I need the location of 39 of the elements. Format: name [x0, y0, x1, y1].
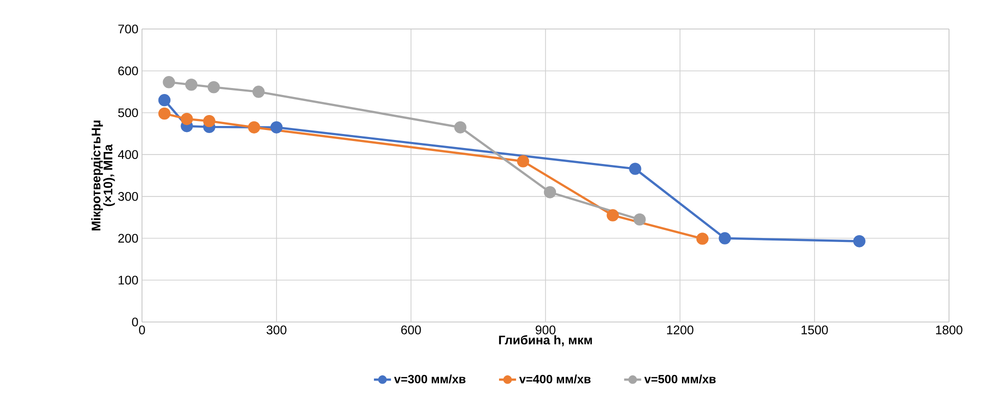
y-tick-label: 300 [118, 192, 138, 201]
point [606, 209, 619, 222]
y-tick-label: 200 [118, 234, 138, 243]
x-tick-label: 1500 [802, 326, 828, 334]
point [208, 81, 220, 94]
y-axis-title: МікротвердістьНμ (×10), МПа [91, 120, 115, 230]
point [853, 235, 866, 248]
y-tick-label: 100 [118, 276, 138, 285]
point [629, 162, 642, 175]
point [252, 86, 265, 98]
x-tick-label: 1200 [667, 326, 694, 334]
x-tick-label: 1800 [936, 326, 962, 334]
point [270, 121, 283, 134]
y-tick-label: 0 [132, 318, 138, 326]
legend-label: v=400 мм/хв [519, 374, 591, 384]
point [158, 94, 171, 106]
point [185, 78, 198, 91]
point [718, 232, 731, 244]
y-tick-label: 700 [118, 24, 138, 34]
point [180, 112, 193, 126]
x-tick-label: 300 [266, 326, 286, 334]
point [203, 114, 216, 128]
point [634, 213, 646, 226]
legend-label: v=500 мм/хв [644, 374, 716, 384]
x-tick-label: 900 [536, 326, 556, 334]
point [544, 186, 556, 198]
point [516, 155, 530, 168]
y-tick-label: 400 [118, 150, 138, 159]
legend-label: v=300 мм/хв [394, 374, 466, 384]
point [248, 121, 260, 134]
y-tick-label: 600 [118, 66, 138, 76]
x-tick-label: 600 [401, 326, 421, 334]
x-tick-label: 0 [139, 326, 145, 334]
point [696, 232, 709, 245]
point [158, 107, 171, 120]
x-axis-title: Глибина h, мкм [499, 335, 592, 346]
point [162, 76, 175, 88]
y-tick-label: 500 [118, 108, 138, 118]
point [454, 121, 466, 134]
